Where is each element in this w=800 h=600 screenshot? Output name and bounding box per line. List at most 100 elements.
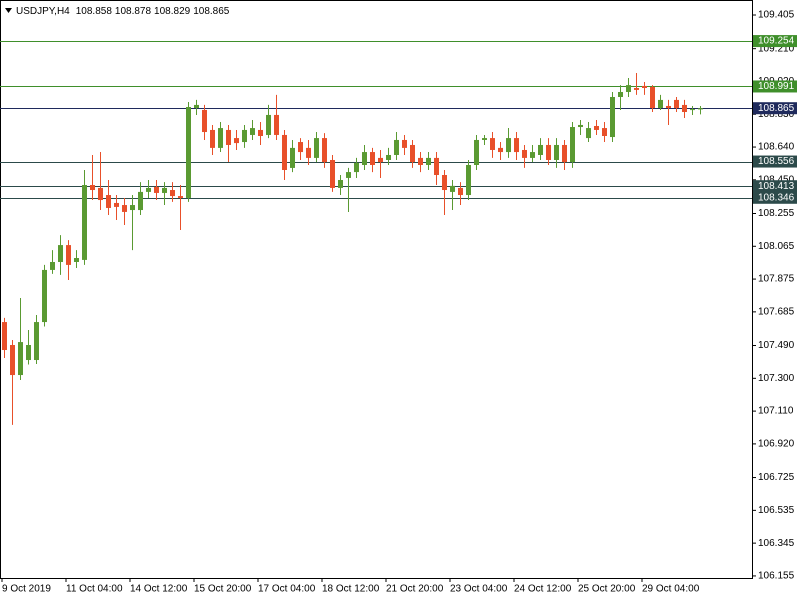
- candle-body: [298, 142, 303, 153]
- candle-body: [26, 345, 31, 361]
- candle-body: [306, 147, 311, 158]
- candle-body: [114, 202, 119, 207]
- candle-body: [458, 187, 463, 196]
- candle-body: [194, 104, 199, 109]
- candle-body: [162, 187, 167, 193]
- candle-body: [290, 147, 295, 168]
- x-tick-label: 25 Oct 20:00: [578, 584, 636, 595]
- level-label: 108.991: [758, 81, 795, 92]
- candle-body: [322, 138, 327, 163]
- candle-body: [242, 129, 247, 143]
- candle-body: [18, 342, 23, 376]
- y-tick-label: 108.450: [758, 174, 795, 185]
- candle-body: [250, 128, 255, 135]
- candle-body: [2, 322, 7, 351]
- candle-body: [634, 88, 639, 90]
- candle-body: [178, 196, 183, 198]
- candle-body: [378, 157, 383, 163]
- level-label: 108.556: [758, 156, 795, 167]
- candle-body: [586, 128, 591, 139]
- y-tick-label: 108.640: [758, 142, 795, 153]
- candle-body: [282, 134, 287, 170]
- x-tick-label: 14 Oct 12:00: [130, 584, 188, 595]
- candle-body: [450, 185, 455, 192]
- candle-body: [642, 85, 647, 89]
- candle-body: [698, 108, 703, 110]
- candle-body: [546, 144, 551, 160]
- level-label: 109.254: [758, 36, 795, 47]
- candle-body: [130, 205, 135, 211]
- candle-body: [210, 129, 215, 148]
- x-tick-label: 11 Oct 04:00: [66, 584, 123, 595]
- candle-body: [578, 124, 583, 128]
- candle-body: [522, 149, 527, 158]
- candle-body: [530, 152, 535, 158]
- y-tick-label: 109.405: [758, 10, 795, 21]
- candle-body: [98, 187, 103, 201]
- candle-body: [562, 144, 567, 163]
- candle-body: [362, 152, 367, 165]
- candle-body: [10, 345, 15, 376]
- candle-body: [58, 245, 63, 262]
- candle-body: [490, 138, 495, 150]
- candle-body: [482, 138, 487, 140]
- header: USDJPY,H4 108.858 108.878 108.829 108.865: [16, 6, 230, 17]
- candle-body: [170, 190, 175, 197]
- candle-body: [226, 129, 231, 145]
- candle-body: [82, 185, 87, 260]
- candle-body: [258, 129, 263, 136]
- x-tick-label: 9 Oct 2019: [2, 584, 51, 595]
- level-label: 108.865: [758, 103, 795, 114]
- level-label: 108.413: [758, 181, 795, 192]
- candle-body: [42, 269, 47, 323]
- candle-body: [370, 152, 375, 165]
- candle-body: [338, 180, 343, 188]
- candle-body: [410, 144, 415, 163]
- candle-body: [386, 154, 391, 160]
- candle-body: [106, 195, 111, 208]
- candle-body: [50, 261, 55, 270]
- candle-body: [394, 139, 399, 155]
- candle-body: [274, 114, 279, 135]
- candle-body: [570, 127, 575, 163]
- candle-body: [402, 139, 407, 148]
- y-tick-label: 108.830: [758, 109, 795, 120]
- candle-body: [554, 144, 559, 160]
- candle-body: [690, 109, 695, 111]
- candle-body: [618, 91, 623, 97]
- candle-body: [202, 109, 207, 133]
- candle-body: [658, 99, 663, 109]
- level-label-box: [753, 80, 797, 93]
- y-tick-label: 107.685: [758, 307, 795, 318]
- header-low: 108.829: [154, 6, 191, 17]
- candle-body: [266, 114, 271, 135]
- y-tick-label: 106.535: [758, 505, 795, 516]
- header-high: 108.878: [115, 6, 152, 17]
- candle-body: [122, 205, 127, 212]
- y-tick-label: 106.920: [758, 439, 795, 450]
- candle-body: [146, 187, 151, 192]
- candle-body: [594, 125, 599, 130]
- level-label-box: [753, 35, 797, 48]
- candle-body: [234, 138, 239, 144]
- y-tick-label: 108.065: [758, 241, 795, 252]
- y-tick-label: 108.255: [758, 208, 795, 219]
- y-tick-label: 106.345: [758, 538, 795, 549]
- candle-body: [418, 157, 423, 165]
- plot-frame: [0, 0, 753, 579]
- level-label-box: [753, 102, 797, 115]
- candle-body: [442, 175, 447, 191]
- x-tick-label: 15 Oct 20:00: [194, 584, 252, 595]
- candle-body: [626, 85, 631, 92]
- candle-body: [34, 322, 39, 361]
- candle-body: [154, 186, 159, 193]
- candle-body: [474, 139, 479, 165]
- x-tick-label: 21 Oct 20:00: [386, 584, 444, 595]
- y-tick-label: 109.210: [758, 43, 795, 54]
- candle-body: [138, 191, 143, 211]
- symbol: USDJPY,H4: [16, 6, 70, 17]
- candle-body: [186, 107, 191, 198]
- y-tick-label: 107.300: [758, 373, 795, 384]
- candle-body: [538, 144, 543, 155]
